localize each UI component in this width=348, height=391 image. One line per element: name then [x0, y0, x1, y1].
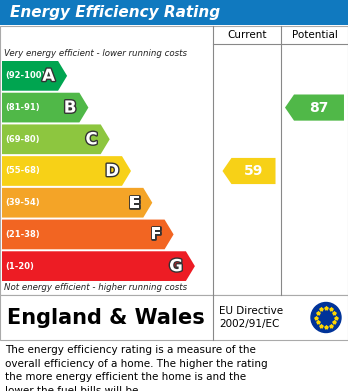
Text: Not energy efficient - higher running costs: Not energy efficient - higher running co… — [4, 283, 187, 292]
Bar — [0, 295, 348, 340]
Text: (21-38): (21-38) — [5, 230, 40, 239]
Text: Energy Efficiency Rating: Energy Efficiency Rating — [10, 5, 220, 20]
Polygon shape — [2, 61, 67, 91]
Text: A: A — [42, 67, 55, 85]
Polygon shape — [2, 188, 152, 217]
Text: F: F — [150, 226, 161, 244]
Text: (1-20): (1-20) — [5, 262, 34, 271]
Polygon shape — [2, 156, 131, 186]
Text: B: B — [64, 99, 77, 117]
Text: (69-80): (69-80) — [5, 135, 40, 144]
Text: 59: 59 — [244, 164, 263, 178]
Text: Very energy efficient - lower running costs: Very energy efficient - lower running co… — [4, 48, 187, 57]
Circle shape — [311, 303, 341, 332]
Text: (55-68): (55-68) — [5, 167, 40, 176]
Text: (39-54): (39-54) — [5, 198, 40, 207]
Bar — [0, 26, 348, 295]
Text: 87: 87 — [309, 100, 329, 115]
Polygon shape — [2, 251, 195, 281]
Polygon shape — [2, 220, 174, 249]
Bar — [0, 0, 348, 25]
Text: D: D — [105, 162, 119, 180]
Polygon shape — [285, 95, 344, 121]
Text: E: E — [129, 194, 140, 212]
Text: (81-91): (81-91) — [5, 103, 40, 112]
Text: C: C — [86, 130, 98, 148]
Text: The energy efficiency rating is a measure of the
overall efficiency of a home. T: The energy efficiency rating is a measur… — [5, 345, 268, 391]
Text: G: G — [169, 257, 183, 275]
Polygon shape — [222, 158, 276, 184]
Text: EU Directive
2002/91/EC: EU Directive 2002/91/EC — [219, 306, 283, 329]
Polygon shape — [2, 93, 88, 122]
Text: England & Wales: England & Wales — [7, 307, 205, 328]
Text: Potential: Potential — [292, 30, 338, 40]
Text: Current: Current — [227, 30, 267, 40]
Text: (92-100): (92-100) — [5, 71, 45, 81]
Polygon shape — [2, 124, 110, 154]
